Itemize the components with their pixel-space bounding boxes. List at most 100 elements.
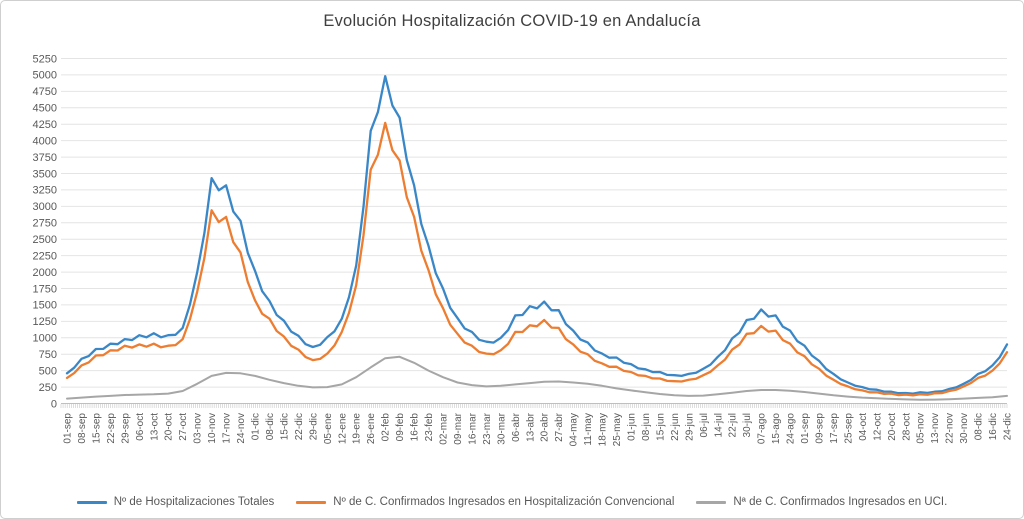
svg-text:01-sep: 01-sep	[800, 413, 811, 444]
svg-text:3250: 3250	[33, 185, 57, 197]
svg-text:02-mar: 02-mar	[439, 412, 450, 444]
svg-text:05-ene: 05-ene	[323, 413, 334, 445]
svg-text:28-oct: 28-oct	[901, 413, 912, 441]
svg-text:01-dic: 01-dic	[251, 413, 262, 440]
legend-line-icon-convencional	[296, 500, 327, 504]
svg-text:22-dic: 22-dic	[294, 413, 305, 440]
svg-text:1500: 1500	[33, 300, 57, 312]
svg-text:22-nov: 22-nov	[945, 413, 956, 444]
legend-label-totales: Nº de Hospitalizaciones Totales	[113, 496, 275, 508]
svg-text:22-jul: 22-jul	[728, 413, 739, 437]
svg-text:08-sep: 08-sep	[77, 413, 88, 444]
legend-item-uci: Nª de C. Confirmados Ingresados en UCI.	[696, 496, 947, 508]
svg-text:16-feb: 16-feb	[410, 413, 421, 442]
svg-text:1750: 1750	[33, 283, 57, 295]
svg-text:23-feb: 23-feb	[424, 413, 435, 442]
svg-text:4000: 4000	[33, 135, 57, 147]
svg-text:01-sep: 01-sep	[63, 413, 74, 444]
svg-text:08-jun: 08-jun	[641, 413, 652, 441]
svg-text:13-oct: 13-oct	[149, 413, 160, 441]
svg-text:22-sep: 22-sep	[106, 413, 117, 444]
svg-text:09-mar: 09-mar	[453, 412, 464, 444]
svg-text:24-nov: 24-nov	[236, 413, 247, 444]
legend-line-icon-uci	[696, 500, 727, 504]
svg-text:29-sep: 29-sep	[120, 413, 131, 444]
svg-text:16-dic: 16-dic	[988, 413, 999, 440]
svg-text:2250: 2250	[33, 250, 57, 262]
svg-text:1000: 1000	[33, 333, 57, 345]
svg-text:07-ago: 07-ago	[757, 413, 768, 445]
svg-text:22-jun: 22-jun	[670, 413, 681, 441]
svg-text:08-dic: 08-dic	[265, 413, 276, 440]
legend-item-convencional: Nº de C. Confirmados Ingresados en Hospi…	[296, 496, 674, 508]
legend-line-icon-totales	[76, 500, 107, 504]
svg-text:09-sep: 09-sep	[815, 413, 826, 444]
svg-text:750: 750	[39, 349, 57, 361]
svg-text:15-ago: 15-ago	[771, 413, 782, 445]
chart-title: Evolución Hospitalización COVID-19 en An…	[323, 12, 701, 30]
svg-text:10-nov: 10-nov	[207, 413, 218, 444]
svg-text:27-oct: 27-oct	[178, 413, 189, 441]
svg-text:20-abr: 20-abr	[540, 412, 551, 442]
svg-text:20-oct: 20-oct	[887, 413, 898, 441]
svg-text:30-jul: 30-jul	[742, 413, 753, 437]
svg-text:04-oct: 04-oct	[858, 413, 869, 441]
chart-legend: Nº de Hospitalizaciones Totales Nº de C.…	[1, 496, 1023, 508]
svg-text:25-may: 25-may	[612, 413, 623, 446]
svg-text:0: 0	[51, 398, 57, 410]
svg-text:29-dic: 29-dic	[308, 413, 319, 440]
svg-text:29-jun: 29-jun	[684, 413, 695, 441]
svg-text:3500: 3500	[33, 168, 57, 180]
svg-text:4500: 4500	[33, 103, 57, 115]
svg-text:4750: 4750	[33, 86, 57, 98]
svg-text:06-abr: 06-abr	[511, 412, 522, 442]
svg-text:4250: 4250	[33, 119, 57, 131]
svg-text:11-may: 11-may	[583, 413, 594, 446]
svg-text:19-ene: 19-ene	[352, 413, 363, 445]
svg-text:2750: 2750	[33, 218, 57, 230]
svg-text:500: 500	[39, 365, 57, 377]
svg-text:27-abr: 27-abr	[554, 412, 565, 442]
svg-text:13-nov: 13-nov	[930, 413, 941, 444]
svg-text:3000: 3000	[33, 201, 57, 213]
svg-text:250: 250	[39, 382, 57, 394]
svg-text:25-sep: 25-sep	[843, 413, 854, 444]
svg-text:3750: 3750	[33, 152, 57, 164]
svg-text:17-sep: 17-sep	[829, 413, 840, 444]
svg-text:02-feb: 02-feb	[381, 413, 392, 442]
svg-text:01-jun: 01-jun	[627, 413, 638, 441]
svg-text:15-jun: 15-jun	[655, 413, 666, 441]
svg-text:30-mar: 30-mar	[496, 412, 507, 444]
svg-text:12-oct: 12-oct	[872, 413, 883, 441]
svg-text:26-ene: 26-ene	[366, 413, 377, 445]
svg-text:1250: 1250	[33, 316, 57, 328]
svg-text:24-dic: 24-dic	[1003, 413, 1014, 440]
svg-text:2500: 2500	[33, 234, 57, 246]
svg-text:2000: 2000	[33, 267, 57, 279]
svg-text:13-abr: 13-abr	[525, 412, 536, 442]
svg-text:09-feb: 09-feb	[395, 413, 406, 442]
svg-text:20-oct: 20-oct	[164, 413, 175, 441]
svg-text:12-ene: 12-ene	[337, 413, 348, 445]
svg-text:5000: 5000	[33, 70, 57, 82]
svg-text:18-may: 18-may	[598, 413, 609, 446]
svg-text:08-dic: 08-dic	[974, 413, 985, 440]
svg-text:05-nov: 05-nov	[916, 413, 927, 444]
svg-text:06-oct: 06-oct	[135, 413, 146, 441]
svg-text:03-nov: 03-nov	[193, 413, 204, 444]
svg-text:06-jul: 06-jul	[699, 413, 710, 437]
svg-text:30-nov: 30-nov	[959, 413, 970, 444]
svg-text:24-ago: 24-ago	[786, 413, 797, 445]
legend-label-uci: Nª de C. Confirmados Ingresados en UCI.	[733, 496, 948, 508]
svg-text:04-may: 04-may	[569, 413, 580, 446]
svg-text:15-sep: 15-sep	[91, 413, 102, 444]
legend-item-totales: Nº de Hospitalizaciones Totales	[76, 496, 275, 508]
svg-text:17-nov: 17-nov	[222, 413, 233, 444]
svg-text:16-mar: 16-mar	[467, 412, 478, 444]
svg-text:14-jul: 14-jul	[713, 413, 724, 437]
svg-text:15-dic: 15-dic	[279, 413, 290, 440]
legend-label-convencional: Nº de C. Confirmados Ingresados en Hospi…	[333, 496, 675, 508]
svg-text:5250: 5250	[33, 53, 57, 65]
